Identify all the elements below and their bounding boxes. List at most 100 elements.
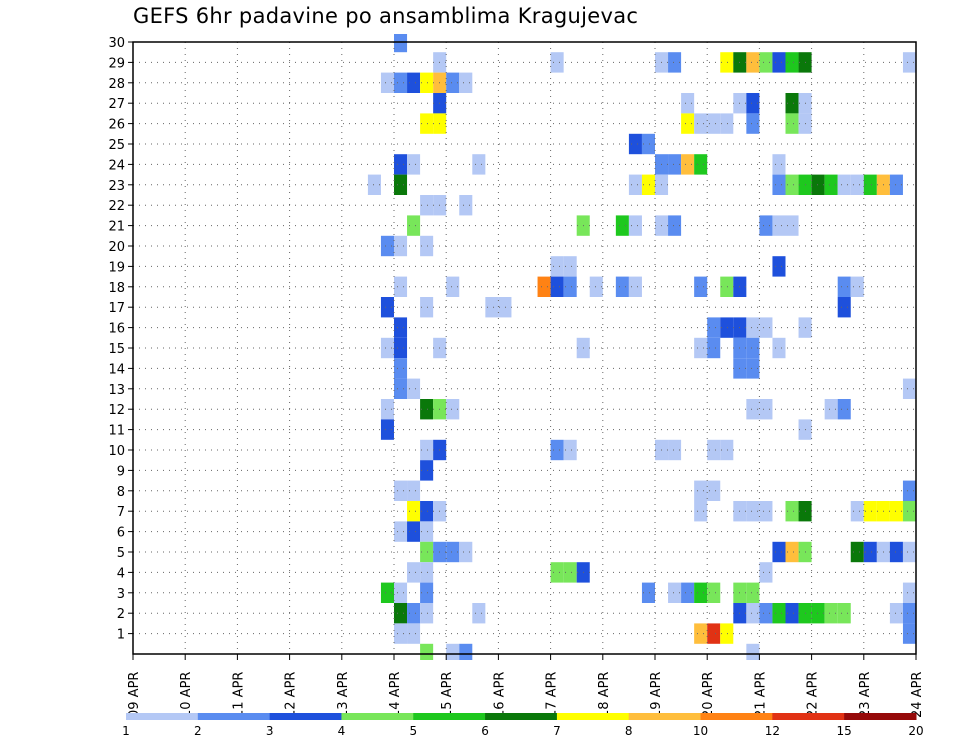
heatmap-cell	[420, 541, 434, 563]
grid-lines	[133, 42, 916, 654]
heatmap-cell	[746, 603, 760, 624]
heatmap-cell	[772, 215, 786, 236]
y-tick-label: 17	[108, 301, 125, 316]
heatmap-cell	[785, 501, 799, 522]
heatmap-cell	[759, 52, 773, 73]
heatmap-cell	[380, 582, 394, 603]
heatmap-cell	[720, 276, 734, 297]
heatmap-cell	[420, 501, 434, 522]
heatmap-cell	[668, 215, 682, 236]
x-tick-label: 13 APR	[336, 672, 351, 718]
heatmap-cell	[902, 582, 916, 603]
x-tick-label: 20 APR	[701, 672, 716, 718]
heatmap-cell	[407, 562, 421, 583]
heatmap-cell	[902, 623, 916, 644]
y-tick-label: 18	[108, 281, 125, 296]
heatmap-cell	[850, 174, 864, 195]
heatmap-cell	[420, 113, 434, 134]
heatmap-cell	[707, 439, 721, 461]
heatmap-cell	[550, 256, 564, 277]
colorbar-label: 1	[122, 724, 130, 738]
heatmap-cell	[420, 195, 434, 216]
colorbar-swatch	[628, 713, 702, 720]
x-tick-label: 11 APR	[231, 672, 246, 718]
heatmap-cell	[537, 276, 551, 297]
heatmap-cell	[681, 154, 695, 175]
heatmap-cell	[394, 72, 408, 93]
heatmap-cell	[902, 603, 916, 624]
x-tick-label: 21 APR	[753, 672, 768, 718]
heatmap-cell	[394, 276, 408, 297]
y-tick-label: 24	[108, 158, 125, 173]
heatmap-cell	[380, 297, 394, 318]
heatmap-cell	[420, 460, 434, 481]
heatmap-cell	[420, 235, 434, 257]
heatmap-cell	[746, 643, 760, 660]
heatmap-cell	[641, 174, 655, 195]
colorbar-swatch	[197, 713, 271, 720]
y-tick-label: 15	[108, 342, 125, 357]
heatmap-cell	[720, 439, 734, 461]
colorbar-swatch	[556, 713, 630, 720]
y-tick-label: 4	[117, 566, 125, 581]
heatmap-cell	[863, 501, 877, 522]
heatmap-cell	[759, 399, 773, 420]
heatmap-cell	[394, 623, 408, 644]
x-tick-label: 22 APR	[806, 672, 821, 718]
heatmap-cell	[811, 603, 825, 624]
x-tick-label: 19 APR	[649, 672, 664, 718]
heatmap-cell	[446, 72, 460, 93]
colorbar-swatch	[700, 713, 773, 720]
heatmap-cell	[563, 276, 577, 297]
heatmap-cell	[824, 603, 838, 624]
colorbar-label: 4	[338, 724, 346, 738]
heatmap-cell	[394, 34, 408, 53]
y-tick-label: 7	[117, 505, 125, 520]
heatmap-cell	[420, 439, 434, 461]
heatmap-cell	[889, 541, 903, 563]
heatmap-cell	[394, 317, 408, 338]
heatmap-cell	[772, 154, 786, 175]
heatmap-cell	[694, 113, 708, 134]
heatmap-cell	[407, 603, 421, 624]
y-tick-label: 20	[108, 240, 125, 255]
heatmap-cell	[394, 582, 408, 603]
heatmap-cell	[681, 582, 695, 603]
heatmap-cell	[707, 480, 721, 501]
colorbar-label: 2	[194, 724, 202, 738]
heatmap-cell	[615, 276, 629, 297]
y-tick-label: 19	[108, 260, 125, 275]
y-tick-label: 13	[108, 383, 125, 398]
y-tick-label: 3	[117, 587, 125, 602]
heatmap-cell	[459, 643, 473, 660]
y-tick-label: 21	[108, 220, 125, 235]
x-tick-label: 15 APR	[440, 672, 455, 718]
heatmap-cell	[407, 501, 421, 522]
heatmap-cell	[759, 215, 773, 236]
heatmap-cell	[420, 72, 434, 93]
heatmap-cell	[889, 501, 903, 522]
colorbar-label: 7	[553, 724, 561, 738]
colorbar-swatch	[485, 713, 558, 720]
heatmap-cell	[394, 358, 408, 379]
heatmap-cell	[694, 623, 708, 644]
heatmap-cell	[485, 297, 499, 318]
heatmap-cell	[459, 72, 473, 93]
heatmap-cell	[407, 480, 421, 501]
heatmap-cell	[694, 582, 708, 603]
heatmap-cell	[759, 562, 773, 583]
heatmap-cell	[628, 174, 642, 195]
y-tick-label: 14	[108, 362, 125, 377]
y-tick-label: 16	[108, 322, 125, 337]
heatmap-cell	[694, 501, 708, 522]
heatmap-cell	[707, 317, 721, 338]
heatmap-cell	[446, 541, 460, 563]
colorbar-label: 8	[625, 724, 633, 738]
heatmap-cell	[628, 215, 642, 236]
heatmap-cell	[759, 603, 773, 624]
heatmap-cell	[746, 52, 760, 73]
y-tick-label: 30	[108, 36, 125, 51]
x-tick-label: 17 APR	[545, 672, 560, 718]
y-tick-label: 8	[117, 485, 125, 500]
heatmap-cell	[394, 337, 408, 359]
